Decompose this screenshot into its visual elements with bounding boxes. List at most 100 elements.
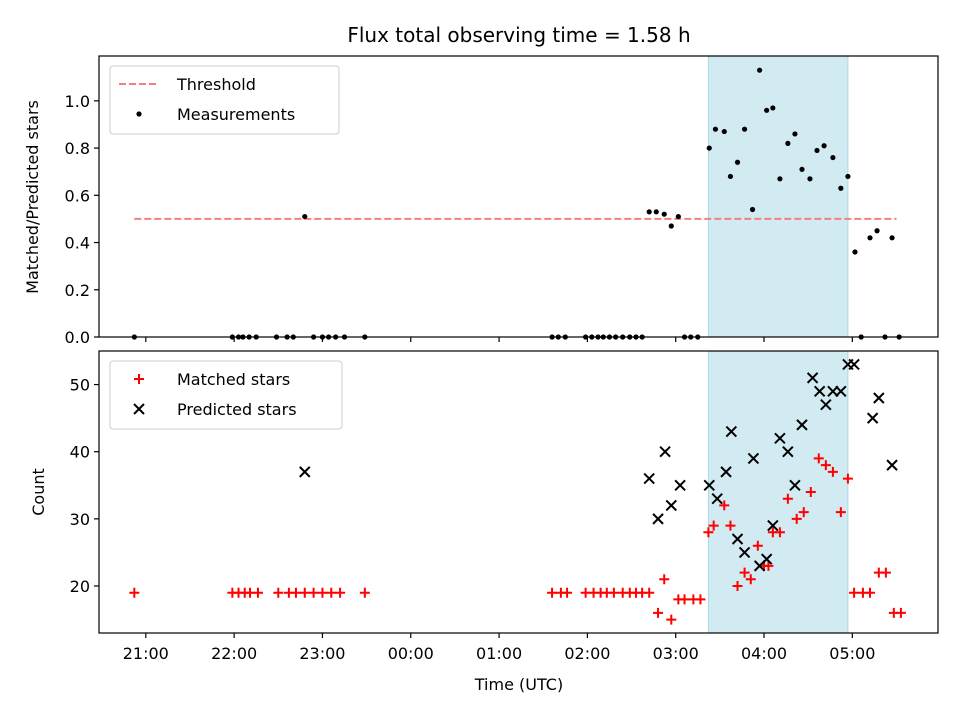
top-dot-point — [889, 235, 895, 241]
bottom-x-point — [643, 472, 655, 485]
bottom-plus-point — [880, 567, 891, 578]
x-tick-label: 04:00 — [741, 644, 787, 663]
top-y-tick-label: 0.0 — [65, 328, 90, 347]
top-dot-point — [302, 213, 308, 220]
top-observing-window-band — [707, 55, 849, 338]
top-dot-point — [807, 176, 813, 182]
bottom-x-point — [674, 479, 686, 491]
top-y-tick-label: 0.8 — [65, 139, 90, 158]
legend-label: Threshold — [176, 75, 256, 94]
bottom-x-point — [866, 412, 879, 424]
top-dot-point — [814, 147, 820, 154]
bottom-plus-point — [299, 587, 310, 598]
top-dot-point — [852, 249, 858, 255]
bottom-plus-point — [679, 594, 690, 605]
bottom-x-point — [813, 385, 826, 397]
bottom-plus-point — [895, 607, 906, 618]
bottom-plus-point — [708, 520, 719, 531]
bottom-plus-point — [666, 614, 677, 625]
top-dot-point — [867, 235, 873, 241]
bottom-plus-point — [725, 520, 736, 531]
top-dot-point — [792, 131, 798, 137]
top-dot-point — [721, 128, 727, 135]
bottom-plus-point — [820, 460, 831, 471]
bottom-plus-point — [308, 587, 319, 598]
bottom-x-point — [796, 419, 808, 431]
top-dot-point — [741, 126, 748, 132]
bottom-plus-point — [849, 587, 860, 598]
top-dot-point — [845, 173, 851, 180]
bottom-plus-point — [719, 500, 730, 511]
bottom-x-point — [806, 372, 819, 384]
bottom-x-point — [767, 519, 779, 532]
x-tick-label: 23:00 — [299, 644, 345, 663]
legend-label: Measurements — [177, 105, 295, 124]
bottom-plus-point — [791, 513, 802, 524]
bottom-x-point — [720, 466, 732, 478]
bottom-plus-point — [813, 453, 824, 464]
legend-plus-swatch — [134, 374, 144, 384]
bottom-y-axis-label: Count — [29, 468, 48, 516]
bottom-x-point — [848, 358, 860, 371]
top-legend: Threshold Measurements — [109, 65, 340, 135]
bottom-plus-point — [732, 581, 743, 591]
bottom-x-point — [820, 399, 832, 411]
bottom-x-point — [731, 533, 744, 545]
x-tick-label: 21:00 — [123, 644, 169, 663]
bottom-plus-point — [359, 587, 370, 598]
bottom-x-point — [711, 493, 723, 505]
x-tick-label: 05:00 — [829, 644, 875, 663]
bottom-y-tick-label: 20 — [70, 577, 90, 596]
top-dot-point — [799, 166, 805, 172]
bottom-x-point — [774, 432, 786, 444]
top-dot-point — [749, 206, 756, 213]
top-y-tick-label: 0.6 — [65, 186, 90, 205]
bottom-plus-point — [290, 587, 301, 598]
bottom-plus-point — [805, 487, 816, 497]
bottom-plus-point — [273, 587, 284, 598]
bottom-x-point — [789, 479, 801, 491]
bottom-plus-point — [798, 507, 809, 518]
top-dot-point — [675, 213, 681, 220]
legend-label: Predicted stars — [177, 400, 297, 419]
bottom-plus-point — [317, 587, 328, 598]
top-legend-box — [109, 65, 340, 135]
top-dot-point — [764, 107, 770, 113]
bottom-plus-point — [335, 587, 346, 598]
bottom-plus-point — [763, 560, 774, 571]
bottom-plus-point — [252, 587, 263, 598]
bottom-x-point — [738, 546, 751, 559]
bottom-plus-point — [695, 594, 706, 605]
x-tick-label: 22:00 — [211, 644, 257, 663]
top-dot-point — [785, 140, 791, 146]
bottom-x-point — [760, 553, 773, 565]
bottom-legend-box — [109, 360, 343, 430]
bottom-observing-window-band — [707, 350, 849, 634]
bottom-x-point — [873, 392, 885, 404]
chart-title: Flux total observing time = 1.58 h — [347, 23, 690, 47]
top-y-tick-label: 1.0 — [65, 92, 90, 111]
bottom-plus-point — [752, 540, 763, 551]
top-dot-point — [668, 223, 674, 229]
bottom-plus-point — [562, 587, 573, 598]
bottom-plus-point — [745, 574, 756, 585]
legend-label: Matched stars — [177, 370, 290, 389]
bottom-plus-point — [659, 574, 670, 585]
top-dot-point — [770, 105, 776, 111]
bottom-y-tick-label: 50 — [70, 376, 90, 395]
bottom-plus-point — [703, 527, 714, 538]
bottom-plus-point — [326, 587, 337, 598]
panel-bottom: 20 30 40 50 21:00 22:00 23:00 00:00 01:00 02:00 03… — [70, 350, 939, 663]
top-dot-point — [734, 159, 741, 165]
top-dot-point — [712, 126, 719, 132]
bottom-plus-point — [774, 527, 785, 538]
top-dot-point — [727, 173, 734, 180]
x-tick-label: 00:00 — [388, 644, 434, 663]
top-dot-point — [830, 154, 836, 161]
bottom-plus-point — [653, 607, 664, 618]
x-tick-label: 02:00 — [564, 644, 610, 663]
top-dot-point — [653, 209, 659, 215]
panel-top: 0.0 0.2 0.4 0.6 0.8 1.0 Threshold Measurements — [65, 55, 939, 347]
top-dot-point — [757, 67, 763, 73]
bottom-plus-point — [835, 507, 846, 518]
